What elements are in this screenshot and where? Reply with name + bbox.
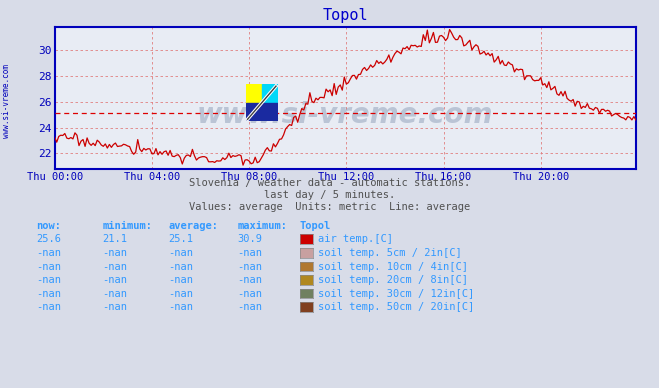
Text: soil temp. 20cm / 8in[C]: soil temp. 20cm / 8in[C] [318,275,469,285]
Text: -nan: -nan [102,262,127,272]
Text: last day / 5 minutes.: last day / 5 minutes. [264,190,395,200]
Text: Values: average  Units: metric  Line: average: Values: average Units: metric Line: aver… [189,201,470,211]
Text: -nan: -nan [36,275,61,285]
Text: -nan: -nan [237,275,262,285]
Text: -nan: -nan [102,302,127,312]
Text: -nan: -nan [168,248,193,258]
Bar [262,103,277,121]
Text: Slovenia / weather data - automatic stations.: Slovenia / weather data - automatic stat… [189,178,470,188]
Text: -nan: -nan [168,275,193,285]
Text: now:: now: [36,221,61,231]
Text: -nan: -nan [102,248,127,258]
Text: -nan: -nan [36,289,61,299]
Text: -nan: -nan [237,262,262,272]
Text: 25.1: 25.1 [168,234,193,244]
Text: -nan: -nan [237,289,262,299]
Text: 21.1: 21.1 [102,234,127,244]
Text: www.si-vreme.com: www.si-vreme.com [2,64,11,138]
Text: -nan: -nan [237,248,262,258]
Text: soil temp. 30cm / 12in[C]: soil temp. 30cm / 12in[C] [318,289,474,299]
Text: -nan: -nan [168,302,193,312]
Text: minimum:: minimum: [102,221,152,231]
Bar [246,84,262,103]
Text: -nan: -nan [102,275,127,285]
Text: -nan: -nan [102,289,127,299]
Text: soil temp. 10cm / 4in[C]: soil temp. 10cm / 4in[C] [318,262,469,272]
Text: -nan: -nan [168,262,193,272]
Text: average:: average: [168,221,218,231]
Bar [262,84,277,103]
Text: -nan: -nan [168,289,193,299]
Text: -nan: -nan [36,262,61,272]
Text: 30.9: 30.9 [237,234,262,244]
Text: Topol: Topol [300,221,331,231]
Text: -nan: -nan [36,248,61,258]
Text: soil temp. 5cm / 2in[C]: soil temp. 5cm / 2in[C] [318,248,462,258]
Text: -nan: -nan [36,302,61,312]
Title: Topol: Topol [322,8,368,23]
Text: maximum:: maximum: [237,221,287,231]
Text: -nan: -nan [237,302,262,312]
Text: www.si-vreme.com: www.si-vreme.com [197,101,494,129]
Text: air temp.[C]: air temp.[C] [318,234,393,244]
Text: 25.6: 25.6 [36,234,61,244]
Bar [246,103,262,121]
Text: soil temp. 50cm / 20in[C]: soil temp. 50cm / 20in[C] [318,302,474,312]
